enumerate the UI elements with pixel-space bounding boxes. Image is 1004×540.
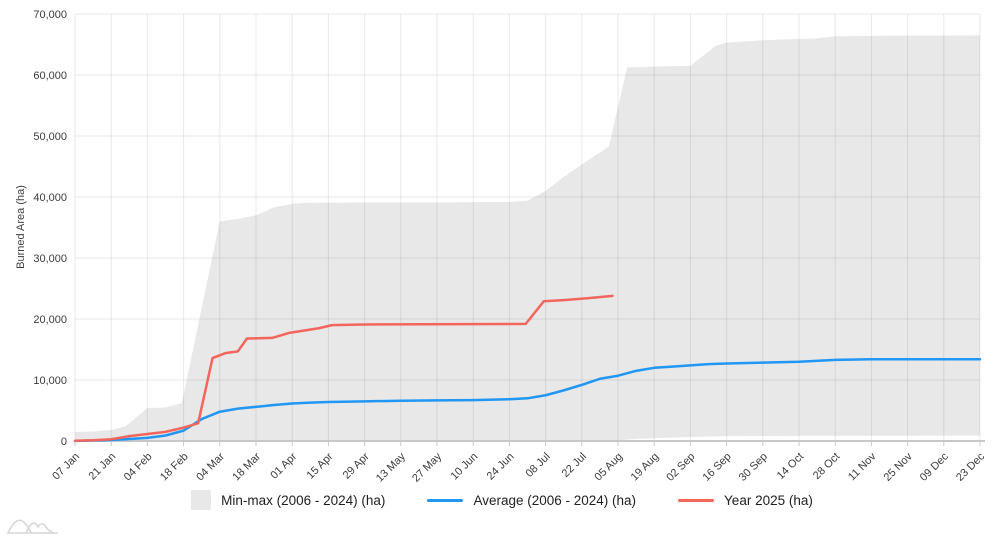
x-tick-label: 24 Jun [485,451,517,483]
x-tick-label: 30 Sep [737,451,770,484]
x-tick-label: 05 Aug [592,451,625,484]
area-chart-logo-icon [7,519,58,534]
legend-label-minmax: Min-max (2006 - 2024) (ha) [221,492,386,508]
x-tick-label: 04 Feb [122,451,155,484]
x-tick-label: 14 Oct [775,451,806,482]
series-line [73,358,982,443]
legend-item-minmax[interactable]: Min-max (2006 - 2024) (ha) [191,490,385,510]
x-tick-label: 28 Oct [811,451,842,482]
x-tick-label: 07 Jan [50,451,82,483]
x-tick-label: 23 Dec [954,450,987,483]
x-tick-label: 08 Jul [523,451,552,480]
y-tick-label: 70,000 [33,9,67,21]
y-tick-label: 30,000 [33,253,67,265]
x-tick-label: 18 Mar [230,450,263,483]
x-tick-label: 15 Apr [305,450,336,481]
x-tick-label: 09 Dec [918,450,951,483]
minmax-band-swatch [191,490,212,510]
legend-label-average: Average (2006 - 2024) (ha) [473,492,637,508]
x-tick-label: 04 Mar [194,450,227,483]
minmax-band-area [75,35,980,441]
y-tick-label: 10,000 [33,375,67,387]
legend-label-year2025: Year 2025 (ha) [724,492,813,508]
x-tick-label: 13 May [374,450,408,484]
average-line-swatch [427,498,464,502]
x-tick-label: 22 Jul [560,451,589,480]
y-tick-label: 40,000 [33,192,67,204]
legend-item-year2025[interactable]: Year 2025 (ha) [678,493,813,508]
x-tick-label: 27 May [410,450,444,484]
x-tick-label: 19 Aug [629,451,662,484]
x-tick-label: 10 Jun [448,451,480,483]
year2025-line-swatch [678,498,715,502]
y-tick-label: 60,000 [33,70,67,82]
y-tick-label: 0 [61,436,67,448]
x-tick-label: 01 Apr [268,450,299,481]
x-tick-label: 11 Nov [846,450,879,483]
x-tick-label: 18 Feb [158,451,191,484]
x-tick-label: 21 Jan [86,451,118,483]
x-tick-label: 16 Sep [701,451,734,484]
y-tick-label: 20,000 [33,314,67,326]
x-tick-label: 25 Nov [882,450,915,483]
x-tick-label: 29 Apr [341,450,372,481]
legend-item-average[interactable]: Average (2006 - 2024) (ha) [427,493,636,508]
legend: Min-max (2006 - 2024) (ha) Average (2006… [0,490,1004,510]
plot-svg[interactable]: 0 10,000 20,000 30,000 40,000 50,000 60,000 70,… [0,0,1004,486]
series-line [73,294,614,442]
x-tick-label: 02 Sep [664,451,697,484]
y-tick-label: 50,000 [33,131,67,143]
